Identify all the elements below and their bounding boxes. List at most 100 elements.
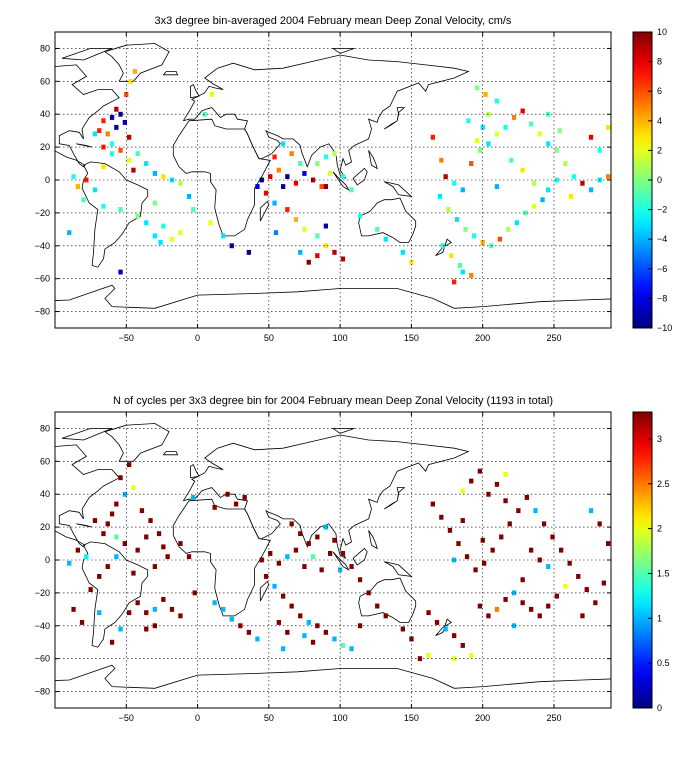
velocity-cell — [568, 194, 574, 199]
cycles-cell — [302, 564, 307, 569]
cycles-cell — [452, 557, 457, 563]
velocity-cell — [255, 184, 260, 189]
velocity-cell — [268, 174, 273, 180]
velocity-cell — [118, 207, 123, 212]
cycles-cell — [409, 636, 414, 642]
velocity-cell — [523, 210, 528, 216]
velocity-cell — [332, 151, 337, 157]
x-tick-label: −50 — [119, 713, 134, 723]
velocity-cell — [323, 223, 328, 229]
velocity-cell — [144, 220, 149, 226]
cycles-cell — [114, 501, 119, 507]
cycles-cell — [597, 521, 602, 527]
velocity-cell — [109, 151, 115, 157]
y-tick-label: −20 — [35, 588, 50, 598]
cycles-cell — [328, 551, 333, 556]
velocity-cell — [178, 180, 183, 186]
velocity-cell — [520, 108, 525, 114]
y-tick-label: 20 — [40, 522, 50, 532]
velocity-cell — [319, 184, 324, 189]
colorbar-tick-label: 2 — [657, 145, 662, 155]
colorbar-tick-label: 10 — [657, 27, 667, 37]
cycles-cell — [306, 541, 311, 546]
velocity-cell — [169, 236, 175, 242]
cycles-cell — [494, 481, 500, 487]
cycles-cell — [434, 620, 440, 625]
colorbar-tick-label: −2 — [657, 205, 667, 215]
cycles-cell — [131, 485, 136, 491]
x-tick-label: 100 — [333, 333, 348, 343]
cycles-cell — [263, 574, 269, 579]
velocity-cell — [293, 180, 299, 186]
cycles-cell — [593, 600, 598, 606]
y-tick-label: −40 — [35, 241, 50, 251]
velocity-cell — [144, 161, 149, 166]
velocity-cell — [135, 151, 140, 157]
coastline — [331, 48, 355, 54]
velocity-cell — [221, 233, 226, 239]
velocity-cell — [554, 147, 559, 153]
velocity-cell — [281, 184, 286, 189]
cycles-cell — [315, 623, 320, 629]
velocity-cell — [571, 174, 577, 180]
colorbar-tick-label: 2 — [657, 524, 662, 534]
cycles-cell — [601, 580, 606, 586]
y-tick-label: 60 — [40, 76, 50, 86]
cycles-cell — [97, 610, 102, 616]
cycles-cell — [152, 564, 157, 569]
cycles-cell — [511, 590, 517, 596]
velocity-cell — [514, 220, 520, 226]
velocity-cell — [449, 253, 454, 259]
velocity-cell — [306, 259, 311, 265]
velocity-cell — [161, 223, 166, 229]
cycles-cell — [338, 567, 343, 573]
velocity-cell — [152, 233, 157, 239]
velocity-cell — [469, 161, 474, 166]
velocity-cell — [105, 131, 110, 137]
coastline — [55, 664, 611, 689]
velocity-cell — [474, 138, 480, 143]
velocity-cell — [460, 269, 465, 275]
cycles-cell — [135, 600, 140, 606]
y-tick-label: −60 — [35, 654, 50, 664]
velocity-cell — [529, 121, 534, 127]
velocity-cell — [315, 253, 320, 259]
velocity-plot-area — [55, 43, 611, 309]
cycles-cell — [464, 554, 470, 560]
cycles-colorbar-scale — [633, 412, 652, 708]
velocity-cell — [118, 147, 123, 153]
velocity-cell — [466, 118, 471, 124]
velocity-cell — [480, 240, 485, 245]
cycles-cell — [452, 633, 457, 639]
cycles-cell — [192, 590, 197, 596]
velocity-cell — [430, 134, 435, 140]
cycles-cell — [323, 524, 328, 530]
velocity-cell — [563, 161, 568, 166]
cycles-cell — [255, 636, 260, 642]
cycles-cell — [349, 646, 354, 652]
cycles-cell — [221, 606, 226, 612]
velocity-cell — [310, 177, 316, 183]
cycles-cell — [75, 547, 80, 553]
cycles-cell — [186, 554, 192, 560]
velocity-cell — [323, 154, 328, 160]
cycles-cell — [546, 603, 551, 609]
cycles-cell — [332, 636, 337, 642]
cycles-cell — [285, 629, 290, 635]
velocity-cell — [506, 226, 511, 232]
colorbar-tick-label: 1 — [657, 613, 662, 623]
velocity-cell — [557, 128, 562, 134]
velocity-cell — [323, 243, 328, 249]
velocity-cell — [135, 213, 140, 219]
velocity-cell — [474, 85, 480, 91]
cycles-cell — [366, 590, 371, 596]
coastline — [259, 580, 270, 602]
cycles-cell — [92, 518, 98, 523]
velocity-cell — [452, 279, 457, 285]
coastline — [190, 464, 200, 479]
cycles-cell — [310, 639, 316, 645]
velocity-cell — [483, 92, 488, 97]
coastline — [331, 428, 355, 434]
coastline — [384, 561, 413, 577]
velocity-cell — [375, 226, 380, 232]
